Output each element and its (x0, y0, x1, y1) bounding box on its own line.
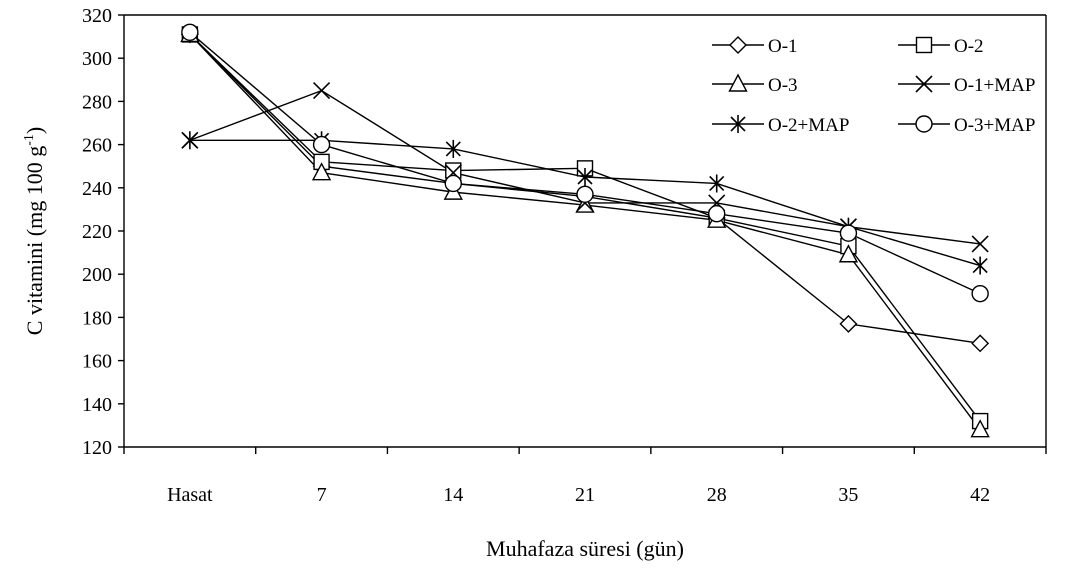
y-tick-label: 320 (82, 5, 112, 27)
data-point (444, 174, 462, 193)
legend-label: O-3+MAP (954, 115, 1035, 136)
data-point (312, 135, 331, 154)
data-point (313, 82, 331, 100)
y-tick-label: 200 (82, 264, 112, 286)
x-tick-label: 21 (575, 484, 595, 506)
data-point (839, 314, 858, 333)
x-tick-label: Hasat (167, 484, 213, 506)
data-point (838, 244, 859, 263)
x-tick-label: 14 (443, 484, 463, 506)
data-point (311, 162, 332, 181)
data-point (970, 419, 990, 438)
legend-label: O-2 (954, 36, 984, 57)
y-tick-label: 260 (82, 135, 112, 157)
y-tick-label: 160 (82, 351, 112, 373)
legend-marker (730, 115, 746, 133)
legend-marker (729, 36, 747, 54)
data-point (709, 174, 725, 193)
y-ticks: 120 140 160 180 200 220 240 260 280 300 320 (82, 5, 124, 459)
data-point (708, 205, 726, 223)
data-point (182, 131, 198, 150)
legend-marker (915, 36, 933, 54)
y-tick-label: 280 (82, 91, 112, 113)
plot-area: 120 140 160 180 200 220 240 260 280 300 320 Hasat 7… (82, 5, 1047, 506)
legend: O-1 O-2 O-3 O-1+MAP O-2+MAP O-3+MAP (712, 36, 1035, 136)
data-point (971, 334, 990, 353)
y-axis-title-suffix: ) (22, 127, 47, 134)
x-tick-label: 28 (707, 484, 727, 506)
y-tick-label: 220 (82, 221, 112, 243)
y-axis-title-superscript: -1 (22, 134, 37, 146)
data-point (577, 168, 593, 186)
legend-label: O-3 (768, 75, 798, 96)
series-layer (180, 23, 990, 438)
x-tick-label: 42 (970, 484, 990, 506)
series-line (189, 33, 981, 431)
data-point (839, 224, 858, 242)
x-axis-title: Muhafaza süresi (gün) (486, 536, 684, 561)
data-point (181, 23, 199, 41)
x-tick-label: 35 (838, 484, 858, 506)
legend-label: O-1 (768, 36, 798, 57)
y-tick-label: 140 (82, 394, 112, 416)
y-tick-label: 240 (82, 178, 112, 200)
data-point (971, 235, 989, 253)
data-point (972, 256, 988, 275)
y-tick-label: 120 (82, 437, 112, 459)
legend-marker (915, 115, 933, 133)
data-point (445, 139, 461, 158)
data-point (971, 284, 989, 303)
y-axis-title: C vitamini (mg 100 g-1) (22, 127, 47, 335)
legend-label: O-2+MAP (768, 115, 849, 136)
x-tick-label: 7 (317, 484, 327, 506)
legend-marker (728, 73, 748, 92)
x-ticks: Hasat 7 14 21 28 35 42 (123, 447, 1047, 506)
legend-marker (915, 75, 933, 93)
data-point (576, 185, 594, 203)
y-axis-title-prefix: C vitamini (mg 100 g (22, 146, 47, 335)
legend-label: O-1+MAP (954, 75, 1035, 96)
y-tick-label: 300 (82, 48, 112, 70)
y-tick-label: 180 (82, 307, 112, 329)
